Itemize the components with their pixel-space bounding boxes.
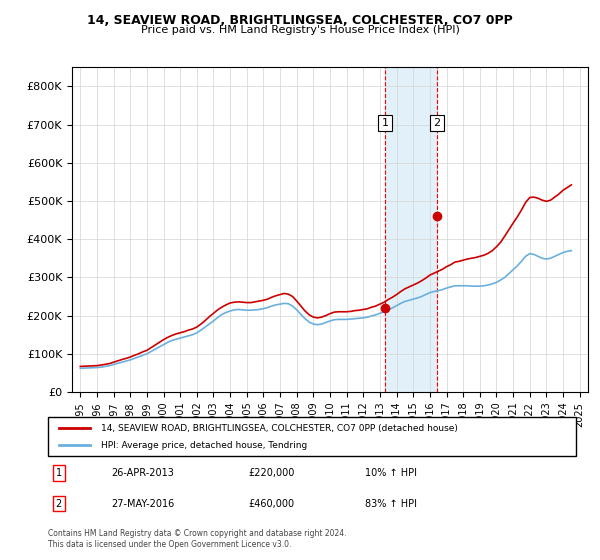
Text: 1: 1 [382,118,389,128]
Text: 27-MAY-2016: 27-MAY-2016 [112,498,175,508]
Text: This data is licensed under the Open Government Licence v3.0.: This data is licensed under the Open Gov… [48,540,292,549]
Text: £460,000: £460,000 [248,498,295,508]
Text: £220,000: £220,000 [248,468,295,478]
Text: 83% ↑ HPI: 83% ↑ HPI [365,498,417,508]
Text: 2: 2 [433,118,440,128]
Text: 14, SEAVIEW ROAD, BRIGHTLINGSEA, COLCHESTER, CO7 0PP: 14, SEAVIEW ROAD, BRIGHTLINGSEA, COLCHES… [87,14,513,27]
Text: HPI: Average price, detached house, Tendring: HPI: Average price, detached house, Tend… [101,441,307,450]
Text: 26-APR-2013: 26-APR-2013 [112,468,174,478]
Text: 1: 1 [55,468,62,478]
Text: 10% ↑ HPI: 10% ↑ HPI [365,468,417,478]
Text: Contains HM Land Registry data © Crown copyright and database right 2024.: Contains HM Land Registry data © Crown c… [48,529,347,538]
Bar [385,67,437,392]
Text: 14, SEAVIEW ROAD, BRIGHTLINGSEA, COLCHESTER, CO7 0PP (detached house): 14, SEAVIEW ROAD, BRIGHTLINGSEA, COLCHES… [101,424,458,433]
FancyBboxPatch shape [48,417,576,456]
Text: 2: 2 [55,498,62,508]
Text: Price paid vs. HM Land Registry's House Price Index (HPI): Price paid vs. HM Land Registry's House … [140,25,460,35]
